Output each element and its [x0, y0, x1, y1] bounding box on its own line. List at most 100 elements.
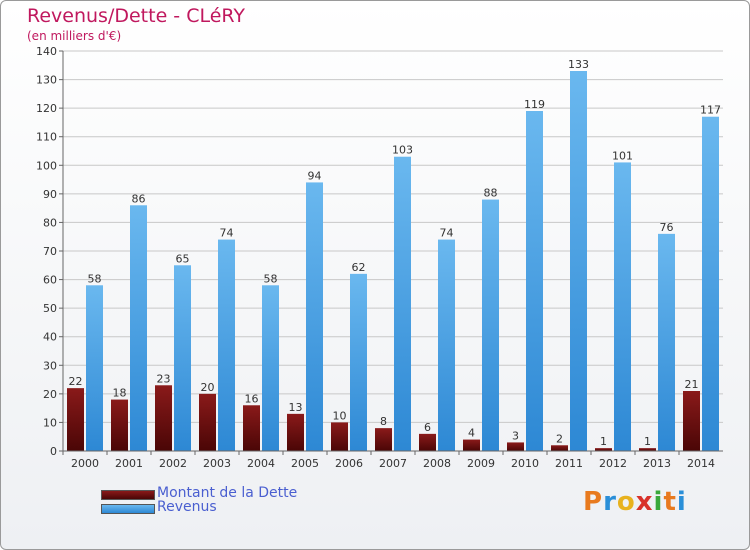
data-label-revenus-2014: 117	[700, 104, 721, 117]
x-tick-label-2010: 2010	[511, 457, 539, 470]
x-tick-label-2012: 2012	[599, 457, 627, 470]
data-label-revenus-2012: 101	[612, 149, 633, 162]
bar-revenus-2007	[394, 156, 411, 451]
bar-revenus-2006	[350, 273, 367, 451]
bar-dette-2010	[507, 442, 524, 451]
logo-letter: r	[603, 487, 617, 517]
bar-dette-2012	[595, 448, 612, 451]
proxiti-logo: Proxiti	[583, 487, 687, 517]
legend-label-dette: Montant de la Dette	[157, 485, 298, 501]
data-label-dette-2011: 2	[556, 432, 563, 445]
data-label-revenus-2007: 103	[392, 144, 413, 157]
data-label-revenus-2006: 62	[352, 261, 366, 274]
bar-revenus-2000	[86, 285, 103, 451]
x-tick-label-2000: 2000	[71, 457, 99, 470]
legend-swatch-revenus	[101, 504, 155, 514]
logo-letter: x	[635, 487, 654, 517]
bar-revenus-2001	[130, 205, 147, 451]
data-label-dette-2001: 18	[113, 387, 127, 400]
y-tick-label-20: 20	[43, 388, 57, 401]
y-tick-label-50: 50	[43, 302, 57, 315]
data-label-revenus-2003: 74	[220, 227, 234, 240]
y-tick-label-40: 40	[43, 331, 57, 344]
bar-revenus-2010	[526, 111, 543, 451]
bar-revenus-2009	[482, 199, 499, 451]
data-label-dette-2003: 20	[201, 381, 215, 394]
y-tick-label-120: 120	[36, 102, 57, 115]
chart-subtitle: (en milliers d'€)	[27, 29, 122, 43]
legend-label-revenus: Revenus	[157, 499, 217, 515]
bar-dette-2008	[419, 433, 436, 451]
x-tick-label-2009: 2009	[467, 457, 495, 470]
y-tick-label-90: 90	[43, 188, 57, 201]
legend-swatch-dette	[101, 490, 155, 500]
x-tick-label-2006: 2006	[335, 457, 363, 470]
data-label-dette-2014: 21	[685, 378, 699, 391]
y-tick-label-80: 80	[43, 216, 57, 229]
data-label-dette-2002: 23	[157, 372, 171, 385]
x-tick-label-2008: 2008	[423, 457, 451, 470]
y-tick-label-110: 110	[36, 131, 57, 144]
data-label-revenus-2005: 94	[308, 169, 322, 182]
y-tick-label-70: 70	[43, 245, 57, 258]
bar-revenus-2005	[306, 182, 323, 451]
bar-dette-2000	[67, 388, 84, 451]
x-tick-label-2004: 2004	[247, 457, 275, 470]
x-tick-label-2005: 2005	[291, 457, 319, 470]
bar-revenus-2011	[570, 71, 587, 451]
x-tick-label-2001: 2001	[115, 457, 143, 470]
bar-revenus-2012	[614, 162, 631, 451]
data-label-revenus-2000: 58	[88, 272, 102, 285]
y-tick-label-0: 0	[50, 445, 57, 458]
x-tick-label-2003: 2003	[203, 457, 231, 470]
bar-dette-2014	[683, 391, 700, 451]
bar-revenus-2002	[174, 265, 191, 451]
x-tick-label-2013: 2013	[643, 457, 671, 470]
data-label-dette-2009: 4	[468, 427, 475, 440]
bar-dette-2001	[111, 399, 128, 451]
data-label-dette-2008: 6	[424, 421, 431, 434]
data-label-dette-2012: 1	[600, 435, 607, 448]
chart-title: Revenus/Dette - CLéRY	[27, 5, 245, 27]
logo-letter: i	[653, 487, 664, 517]
data-label-dette-2006: 10	[333, 409, 347, 422]
data-label-dette-2000: 22	[69, 375, 83, 388]
bar-dette-2006	[331, 422, 348, 451]
y-tick-label-60: 60	[43, 274, 57, 287]
data-label-revenus-2001: 86	[132, 192, 146, 205]
data-label-revenus-2002: 65	[176, 252, 190, 265]
x-tick-label-2007: 2007	[379, 457, 407, 470]
bar-dette-2013	[639, 448, 656, 451]
data-label-revenus-2009: 88	[484, 187, 498, 200]
data-label-revenus-2010: 119	[524, 98, 545, 111]
y-tick-label-100: 100	[36, 159, 57, 172]
logo-letter: t	[663, 487, 677, 517]
y-tick-label-30: 30	[43, 359, 57, 372]
data-label-revenus-2011: 133	[568, 58, 589, 71]
bar-revenus-2004	[262, 285, 279, 451]
logo-letter: P	[583, 487, 604, 517]
bar-dette-2002	[155, 385, 172, 451]
data-label-dette-2013: 1	[644, 435, 651, 448]
bar-dette-2004	[243, 405, 260, 451]
data-label-dette-2010: 3	[512, 429, 519, 442]
y-tick-label-10: 10	[43, 416, 57, 429]
logo-letter: o	[616, 487, 636, 517]
bar-dette-2007	[375, 428, 392, 451]
data-label-revenus-2004: 58	[264, 272, 278, 285]
x-tick-label-2014: 2014	[687, 457, 715, 470]
bar-dette-2003	[199, 393, 216, 451]
bar-revenus-2013	[658, 233, 675, 451]
data-label-dette-2004: 16	[245, 392, 259, 405]
data-label-revenus-2013: 76	[660, 221, 674, 234]
logo-letter: i	[676, 487, 687, 517]
data-label-revenus-2008: 74	[440, 227, 454, 240]
bar-revenus-2014	[702, 116, 719, 451]
data-label-dette-2005: 13	[289, 401, 303, 414]
x-tick-label-2011: 2011	[555, 457, 583, 470]
y-tick-label-140: 140	[36, 45, 57, 58]
bar-dette-2009	[463, 439, 480, 451]
bar-revenus-2008	[438, 239, 455, 451]
